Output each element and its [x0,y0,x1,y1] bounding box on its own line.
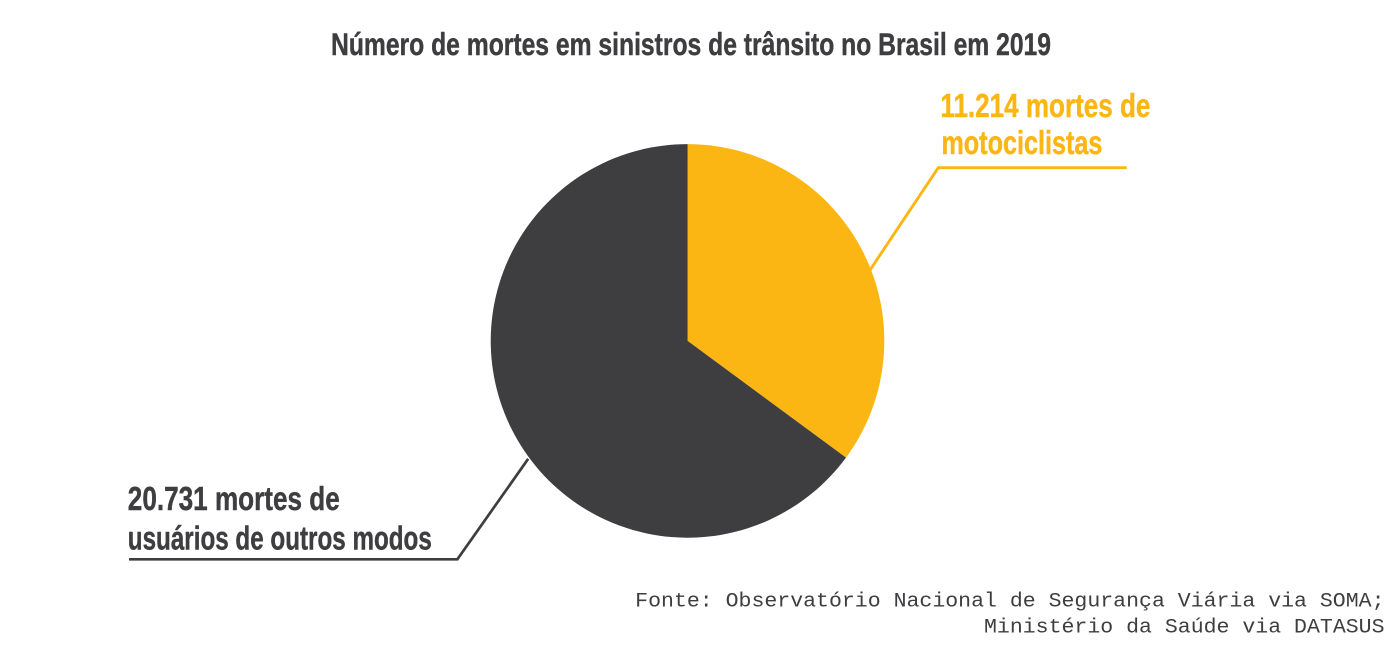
svg-text:motociclistas: motociclistas [941,124,1102,161]
svg-text:Fonte: Observatório Nacional d: Fonte: Observatório Nacional de Seguranç… [635,590,1384,613]
svg-text:11.214 mortes de: 11.214 mortes de [940,87,1150,124]
svg-text:usuários de outros modos: usuários de outros modos [128,520,432,557]
svg-text:Número de mortes em sinistros: Número de mortes em sinistros de trânsit… [331,26,1051,62]
svg-text:20.731 mortes de: 20.731 mortes de [128,480,340,517]
svg-text:Ministério da Saúde via DATASU: Ministério da Saúde via DATASUS [984,617,1385,640]
